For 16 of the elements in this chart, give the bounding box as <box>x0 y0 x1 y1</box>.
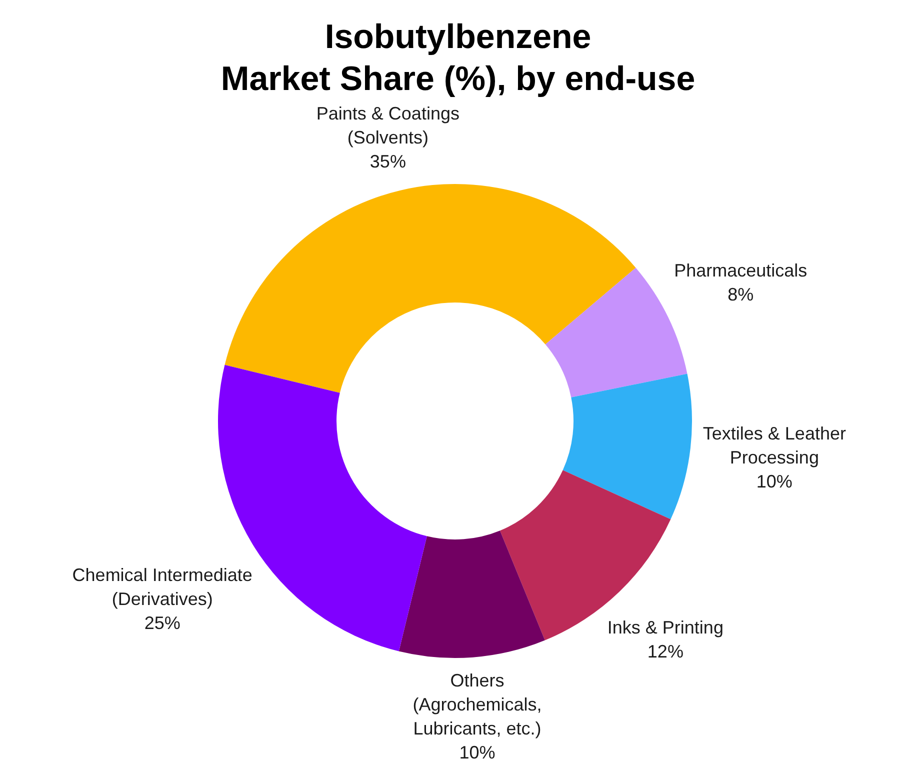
slice-label: Paints & Coatings (Solvents) <box>316 103 460 148</box>
data-label: 8% <box>728 284 754 304</box>
slice-label: Inks & Printing <box>607 618 724 638</box>
donut-slice <box>398 530 545 658</box>
data-label: 12% <box>647 642 684 662</box>
slice-label: Others (Agrochemicals, Lubricants, etc.) <box>412 670 542 739</box>
data-label: 10% <box>756 471 792 492</box>
donut-slice <box>224 184 636 393</box>
slice-label: Chemical Intermediate (Derivatives) <box>72 564 252 609</box>
data-label: 35% <box>370 151 406 172</box>
slice-label: Textiles & Leather Processing <box>702 423 846 468</box>
chart-title: Isobutylbenzene Market Share (%), by end-use <box>220 17 696 100</box>
data-label: 25% <box>144 612 180 633</box>
slice-label: Pharmaceuticals <box>674 260 808 280</box>
data-label: 10% <box>459 742 496 763</box>
donut-slice <box>562 374 692 520</box>
